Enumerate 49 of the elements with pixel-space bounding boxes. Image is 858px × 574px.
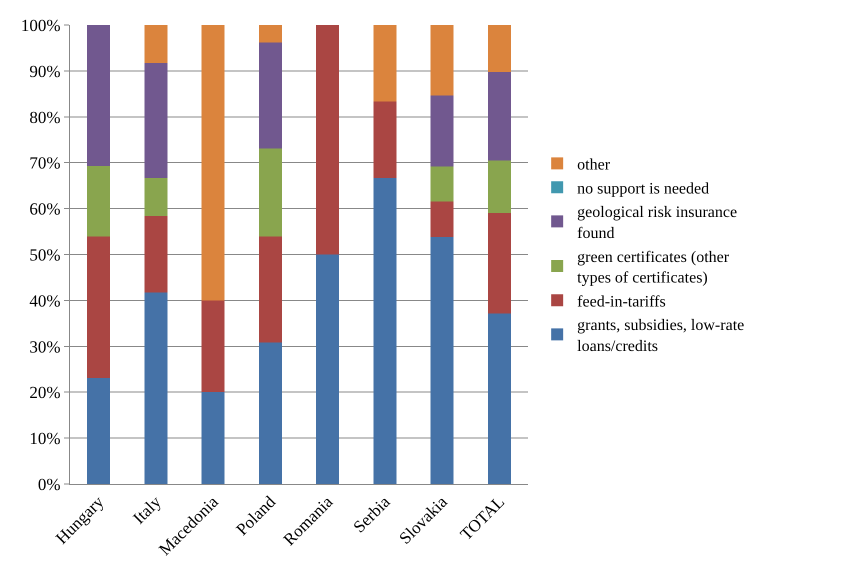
bar	[430, 25, 454, 96]
y-tick-label: 20%	[29, 383, 61, 402]
y-tick-label: 80%	[29, 108, 61, 127]
legend-label: green certificates (other types of certificates)	[577, 248, 730, 287]
y-tick-label: 30%	[29, 337, 61, 356]
x-tick-label: Italy	[129, 492, 166, 528]
bar	[87, 378, 110, 484]
legend-label: feed-in-tariffs	[577, 293, 666, 310]
bar	[488, 313, 511, 484]
bar	[144, 25, 168, 64]
bar	[258, 25, 282, 42]
y-tick-label: 10%	[29, 429, 61, 448]
y-tick-label: 50%	[29, 245, 61, 264]
bar	[373, 178, 396, 484]
bar	[202, 300, 225, 392]
legend-label: no support is needed	[577, 180, 710, 198]
bar	[430, 202, 454, 238]
y-tick-label: 40%	[29, 291, 61, 310]
y-tick-label: 90%	[29, 62, 61, 81]
y-tick-label: 70%	[29, 154, 61, 173]
y-tick-label: 60%	[29, 200, 61, 219]
legend-label: other	[577, 156, 611, 174]
bar	[430, 237, 454, 484]
bar	[144, 178, 168, 216]
bar	[144, 216, 168, 293]
bar	[430, 96, 454, 166]
bar	[316, 254, 340, 484]
bar	[488, 72, 511, 160]
y-tick-label: 0%	[38, 474, 61, 494]
y-tick-label: 100%	[20, 16, 61, 35]
bar	[316, 25, 340, 254]
bar	[488, 160, 511, 214]
bar	[258, 148, 282, 237]
bar	[87, 25, 110, 166]
bar	[430, 166, 454, 202]
bar	[87, 166, 110, 237]
bar	[87, 236, 110, 378]
bar	[144, 292, 168, 484]
bar	[373, 102, 396, 178]
bar	[258, 42, 282, 148]
bar	[258, 342, 282, 484]
bar	[258, 236, 282, 343]
bar	[202, 392, 225, 484]
bar	[488, 213, 511, 314]
legend-label: grants, subsidies, low-rate loans/credits	[577, 317, 744, 356]
bar	[202, 25, 225, 300]
bar	[144, 63, 168, 178]
bar	[488, 25, 511, 72]
bar	[373, 25, 396, 102]
